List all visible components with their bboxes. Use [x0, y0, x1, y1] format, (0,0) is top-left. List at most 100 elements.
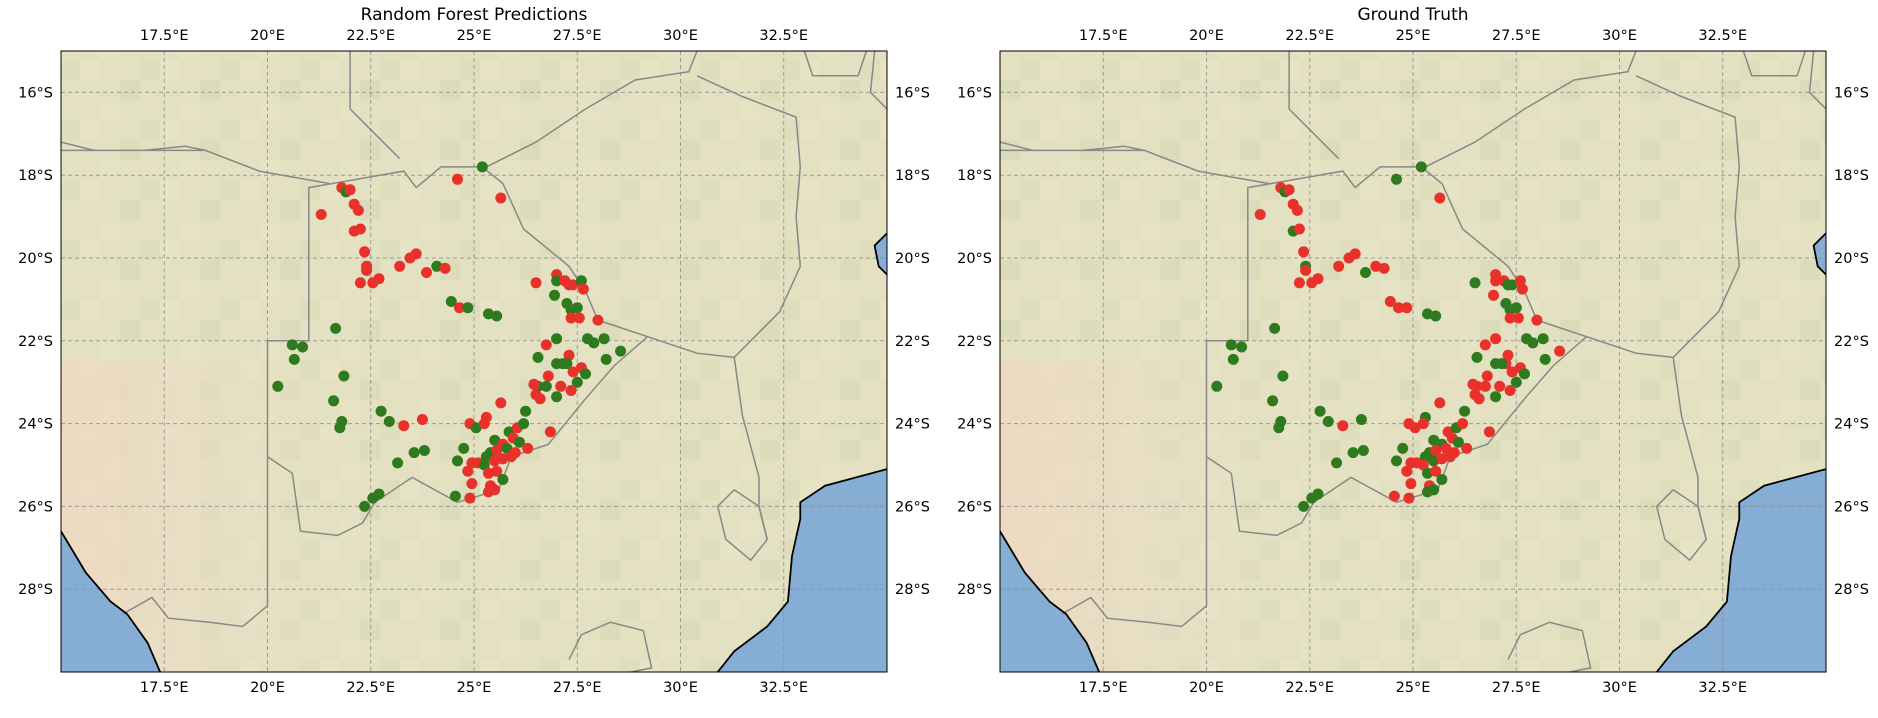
- point-green: [480, 451, 492, 463]
- tick-labels: 17.5°E 17.5°E 20°E 20°E 22.5°E 22.5°E 25°E 25°E…: [18, 28, 930, 696]
- coastline: [716, 468, 887, 672]
- map-title: Ground Truth: [1357, 5, 1468, 25]
- point-red: [1254, 209, 1266, 220]
- lat-tick-label-right: 24°S: [895, 417, 930, 433]
- lat-tick-label-left: 24°S: [18, 417, 53, 433]
- country-border: [349, 51, 401, 160]
- country-border: [1507, 621, 1592, 672]
- point-red: [1467, 378, 1479, 390]
- point-red: [1401, 302, 1413, 314]
- point-red: [1436, 453, 1448, 465]
- lon-tick-label-top: 32.5°E: [759, 28, 808, 44]
- point-green: [1452, 436, 1464, 448]
- point-red: [416, 414, 428, 425]
- point-red: [359, 246, 371, 258]
- point-green: [1314, 405, 1326, 417]
- point-red: [1490, 333, 1502, 345]
- point-green: [1490, 391, 1502, 403]
- point-red: [505, 451, 517, 463]
- point-green: [1459, 405, 1471, 417]
- indian-ocean: [717, 469, 887, 672]
- point-red: [454, 302, 465, 314]
- country-border: [716, 489, 769, 562]
- tick-labels: 17.5°E 17.5°E 20°E 20°E 22.5°E 22.5°E 25°E 25°E…: [957, 28, 1869, 696]
- map-area: [1000, 51, 1826, 672]
- lon-tick-label-top: 30°E: [663, 28, 698, 44]
- point-red: [1417, 459, 1429, 471]
- country-border: [1655, 489, 1708, 562]
- point-red: [565, 385, 577, 396]
- point-red: [1461, 442, 1473, 454]
- point-red: [462, 465, 474, 477]
- country-border: [1000, 149, 1269, 185]
- lat-tick-label-left: 26°S: [18, 499, 53, 515]
- point-green: [1471, 351, 1483, 363]
- point-red: [421, 267, 432, 278]
- lat-tick-label-left: 20°S: [957, 251, 992, 267]
- point-red: [1409, 422, 1421, 434]
- point-green: [1510, 302, 1522, 314]
- point-green: [580, 368, 591, 380]
- point-red: [563, 349, 575, 361]
- point-red: [439, 262, 451, 274]
- point-red: [1440, 442, 1452, 454]
- point-red: [1506, 366, 1518, 378]
- point-green: [1430, 310, 1442, 322]
- point-green: [513, 436, 525, 448]
- point-green: [328, 395, 340, 407]
- country-border: [61, 141, 95, 152]
- lat-tick-label-left: 20°S: [18, 251, 53, 267]
- point-green: [1322, 416, 1334, 427]
- lat-tick-label-right: 20°S: [1834, 251, 1869, 267]
- point-red: [1481, 370, 1493, 382]
- point-green: [1331, 457, 1343, 469]
- lon-tick-label-bottom: 25°E: [457, 680, 492, 696]
- point-red: [542, 370, 554, 382]
- point-red: [1430, 445, 1442, 456]
- point-red: [1370, 260, 1382, 272]
- point-green: [1273, 422, 1285, 434]
- country-border: [647, 335, 735, 359]
- point-red: [483, 486, 494, 498]
- point-red: [1337, 420, 1349, 432]
- country-border: [61, 149, 330, 185]
- country-border: [1425, 51, 1637, 168]
- country-border: [1000, 141, 1034, 152]
- point-red: [354, 223, 366, 235]
- point-green: [1357, 445, 1369, 456]
- coastline: [61, 530, 161, 672]
- point-red: [452, 173, 463, 185]
- point-red: [1494, 380, 1506, 392]
- point-green: [1211, 380, 1223, 392]
- lon-tick-label-bottom: 27.5°E: [1492, 680, 1541, 696]
- point-green: [571, 302, 583, 314]
- point-green: [571, 376, 583, 388]
- lon-tick-label-bottom: 27.5°E: [553, 680, 602, 696]
- point-red: [577, 283, 589, 295]
- country-border: [1082, 145, 1145, 152]
- point-red: [1554, 345, 1566, 357]
- lat-tick-label-right: 16°S: [895, 85, 930, 101]
- point-green: [600, 353, 612, 365]
- point-green: [462, 302, 474, 314]
- point-red: [352, 204, 364, 216]
- point-red: [1434, 192, 1446, 204]
- lat-tick-label-right: 18°S: [895, 168, 930, 184]
- point-red: [410, 248, 422, 260]
- point-green: [452, 455, 463, 467]
- point-green: [1422, 486, 1433, 498]
- lon-tick-label-bottom: 20°E: [1189, 680, 1224, 696]
- point-red: [1488, 289, 1499, 301]
- lon-tick-label-top: 20°E: [250, 28, 285, 44]
- point-red: [1531, 314, 1543, 326]
- point-red: [464, 492, 476, 504]
- point-green: [575, 275, 587, 287]
- lat-tick-label-left: 18°S: [18, 168, 53, 184]
- lat-tick-label-right: 26°S: [1834, 499, 1869, 515]
- country-border: [1586, 335, 1674, 359]
- point-green: [1415, 161, 1427, 173]
- lon-tick-label-bottom: 22.5°E: [346, 680, 395, 696]
- point-red: [1490, 275, 1502, 287]
- point-green: [489, 434, 501, 446]
- point-green: [431, 260, 443, 272]
